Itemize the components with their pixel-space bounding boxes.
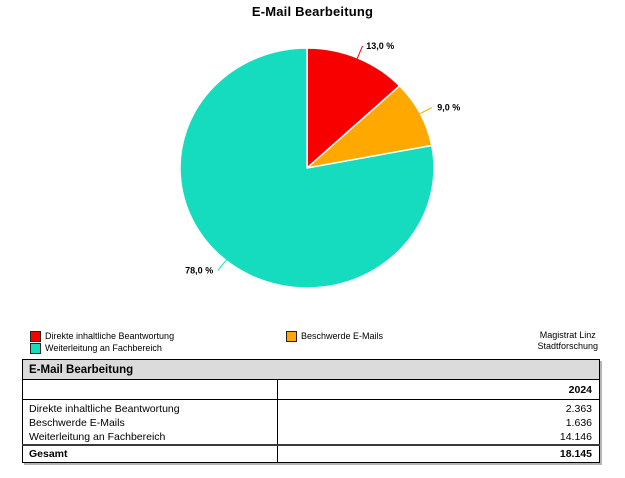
pie-percent-label: 9,0 % [437, 103, 460, 113]
total-label: Gesamt [22, 444, 278, 463]
source-line-1: Magistrat Linz [539, 330, 596, 340]
table-row: Beschwerde E-Mails 1.636 [23, 416, 600, 430]
chart-title: E-Mail Bearbeitung [251, 4, 374, 19]
legend-item-direkte-beantwortung: Direkte inhaltliche Beantwortung [30, 330, 286, 342]
table-empty-cell [22, 379, 278, 400]
legend-swatch-teal [30, 342, 41, 354]
row-label: Direkte inhaltliche Beantwortung [29, 403, 180, 415]
legend-label: Weiterleitung an Fachbereich [45, 343, 162, 353]
pie-label-leader-line [217, 259, 228, 271]
table-title: E-Mail Bearbeitung [22, 359, 600, 380]
row-value: 1.636 [277, 416, 600, 430]
source-line-2: Stadtforschung [537, 341, 598, 351]
row-value: 14.146 [277, 430, 600, 445]
row-value: 2.363 [277, 399, 600, 416]
pie-label-leader-line [356, 45, 364, 59]
pie-percent-label: 13,0 % [366, 41, 394, 51]
chart-legend: Direkte inhaltliche Beantwortung Weiterl… [30, 330, 383, 354]
row-label: Beschwerde E-Mails [29, 417, 125, 429]
row-label: Weiterleitung an Fachbereich [29, 431, 166, 443]
pie-percent-label: 78,0 % [185, 265, 213, 275]
table-year-header: 2024 [277, 379, 600, 400]
table-header-row: E-Mail Bearbeitung [22, 359, 600, 380]
source-attribution: Magistrat Linz Stadtforschung [537, 330, 598, 352]
table-year-row: 2024 [22, 379, 600, 400]
total-value: 18.145 [277, 444, 600, 463]
legend-item-beschwerde: Beschwerde E-Mails [286, 330, 384, 342]
pie-label-leader-line [419, 107, 432, 115]
table-row: Weiterleitung an Fachbereich 14.146 [23, 430, 600, 445]
legend-swatch-orange [286, 330, 297, 342]
data-table: E-Mail Bearbeitung 2024 Direkte inhaltli… [22, 359, 600, 463]
pie-chart: 13,0 % 9,0 % 78,0 % [179, 41, 460, 289]
table-row: Direkte inhaltliche Beantwortung 2.363 [23, 399, 600, 416]
legend-swatch-red [30, 330, 41, 342]
legend-label: Direkte inhaltliche Beantwortung [45, 331, 175, 341]
legend-item-weiterleitung: Weiterleitung an Fachbereich [30, 342, 286, 354]
legend-label: Beschwerde E-Mails [301, 331, 384, 341]
table-total-row: Gesamt 18.145 [22, 444, 600, 463]
